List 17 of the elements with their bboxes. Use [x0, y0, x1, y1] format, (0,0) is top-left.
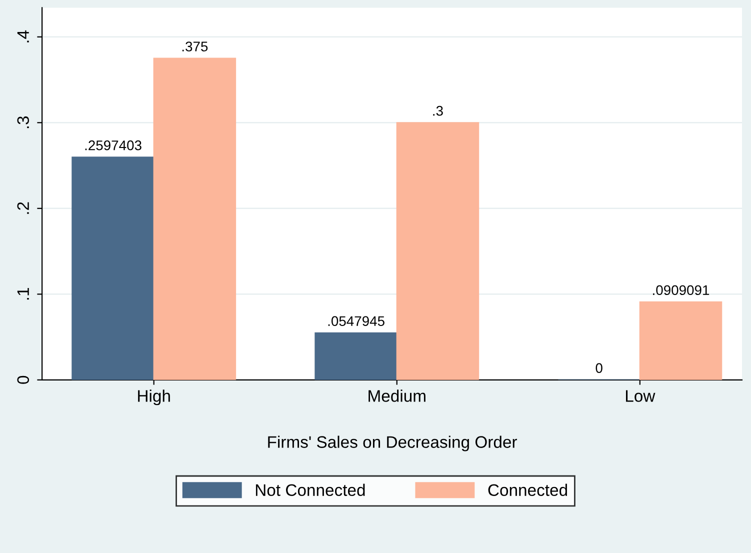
data-label: .2597403 — [85, 140, 142, 150]
x-tick-label: High — [138, 390, 170, 406]
x-tick-label: Medium — [368, 390, 426, 402]
data-label: .3 — [433, 106, 443, 116]
data-label: .0909091 — [653, 285, 710, 296]
legend-label: Connected — [488, 484, 567, 496]
data-label: 0 — [596, 363, 602, 373]
data-label: .0547945 — [328, 316, 384, 326]
y-tick-label: .2 — [17, 202, 29, 214]
y-tick-label: .3 — [17, 116, 30, 128]
y-tick-label: .4 — [17, 30, 29, 42]
y-tick-label: .1 — [17, 288, 29, 300]
x-axis-title: Firms' Sales on Decreasing Order — [268, 436, 517, 452]
y-tick-label: 0 — [17, 376, 30, 384]
legend-label: Not Connected — [256, 484, 365, 496]
data-label: .375 — [182, 42, 208, 52]
x-tick-label: Low — [626, 390, 656, 402]
